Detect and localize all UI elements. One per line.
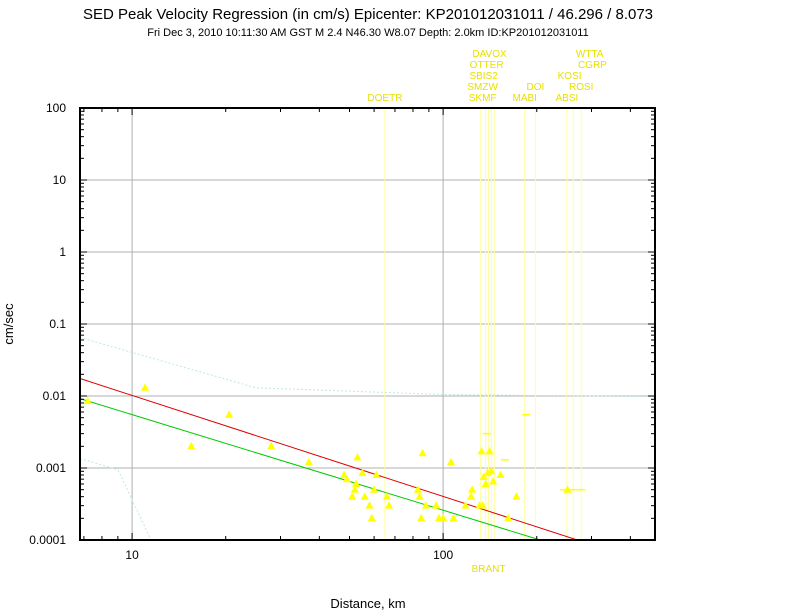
data-point (496, 470, 505, 478)
regression-lines (79, 378, 578, 541)
station-label-bottom: BRANT (472, 564, 506, 575)
y-tick-label: 0.1 (49, 317, 66, 331)
data-point (350, 485, 359, 493)
lower-bound-line (79, 458, 152, 541)
data-point (485, 446, 494, 455)
fit-line (79, 398, 541, 541)
data-point (449, 513, 458, 522)
data-point (417, 513, 426, 522)
chart-subtitle: Fri Dec 3, 2010 10:11:30 AM GST M 2.4 N4… (147, 27, 588, 39)
data-point (439, 513, 448, 522)
station-label: KOSI (558, 71, 582, 82)
data-point (141, 383, 149, 391)
station-label: OTTER (470, 60, 504, 71)
data-point (468, 485, 477, 493)
data-point (187, 441, 196, 450)
data-point (267, 441, 276, 450)
station-label: SMZW (467, 82, 498, 93)
y-tick-label: 10 (53, 173, 67, 187)
y-tick-label: 0.0001 (29, 533, 66, 547)
upper-bound-line (79, 337, 656, 398)
regression-line (79, 378, 578, 541)
data-point (353, 453, 362, 461)
data-point (447, 457, 455, 466)
data-point (342, 474, 351, 483)
data-point (348, 492, 357, 500)
data-point (413, 485, 422, 493)
station-lines (384, 108, 582, 540)
data-point (467, 492, 476, 500)
data-point (365, 501, 374, 509)
data-point (358, 468, 367, 477)
station-label: ROSI (569, 82, 593, 93)
data-point (489, 477, 498, 485)
data-point (478, 501, 487, 509)
data-point (225, 410, 234, 418)
y-tick-label: 1 (59, 245, 66, 259)
station-label: WTTA (576, 49, 604, 60)
x-tick-label: 10 (125, 548, 139, 562)
axis-ticks: 0.0001 0.001 0.01 0.1 1 10 100 10 100 (29, 101, 655, 562)
chart-title: SED Peak Velocity Regression (in cm/s) E… (83, 6, 653, 23)
grid (80, 108, 655, 540)
data-point (352, 479, 361, 487)
data-point (418, 448, 427, 457)
data-point (461, 501, 470, 509)
x-tick-label: 100 (433, 548, 453, 562)
y-tick-label: 0.01 (43, 389, 67, 403)
data-point (372, 470, 381, 478)
station-label: DAVOX (472, 49, 507, 60)
station-label: MABI (513, 93, 537, 104)
bound-curves (79, 337, 656, 541)
data-point (340, 470, 348, 478)
data-point (83, 396, 92, 405)
data-point (360, 492, 369, 500)
data-point (304, 457, 313, 466)
y-tick-label: 100 (46, 101, 66, 115)
x-axis-label: Distance, km (330, 596, 405, 611)
data-point (504, 513, 513, 522)
station-label: SKMF (469, 93, 497, 104)
data-point (477, 446, 486, 455)
data-point (367, 513, 376, 522)
y-tick-label: 0.001 (36, 461, 66, 475)
station-label: CGRP (578, 60, 607, 71)
data-point (487, 466, 496, 475)
y-axis-label: cm/sec (1, 303, 16, 345)
data-point (383, 492, 391, 500)
station-label: DOI (526, 82, 544, 93)
data-point (385, 501, 393, 509)
data-point (481, 479, 490, 487)
data-point (370, 485, 379, 493)
station-label: DOETR (367, 93, 402, 104)
data-point (421, 501, 430, 509)
station-label: ABSI (555, 93, 578, 104)
data-point (512, 492, 521, 500)
data-point (479, 472, 488, 480)
station-label: SBIS2 (469, 71, 498, 82)
data-point (432, 501, 441, 509)
data-point (415, 492, 424, 500)
